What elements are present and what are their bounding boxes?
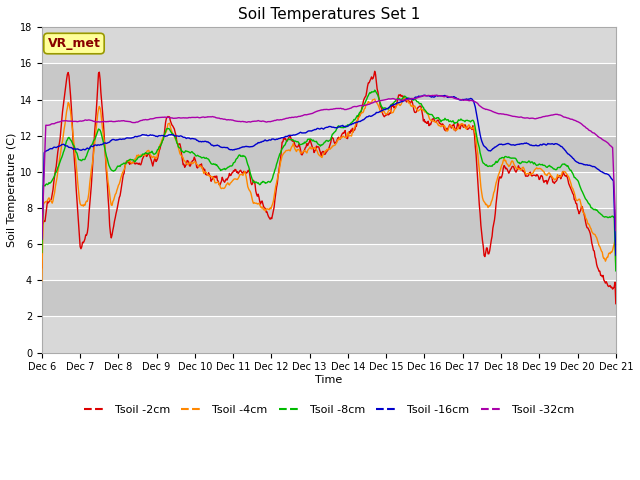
Bar <box>42 172 616 208</box>
Bar <box>42 316 616 353</box>
Text: VR_met: VR_met <box>47 37 100 50</box>
Bar <box>42 99 616 136</box>
Legend: Tsoil -2cm, Tsoil -4cm, Tsoil -8cm, Tsoil -16cm, Tsoil -32cm: Tsoil -2cm, Tsoil -4cm, Tsoil -8cm, Tsoi… <box>79 400 579 420</box>
Bar <box>42 280 616 316</box>
Bar <box>42 136 616 172</box>
X-axis label: Time: Time <box>315 375 342 385</box>
Title: Soil Temperatures Set 1: Soil Temperatures Set 1 <box>237 7 420 22</box>
Bar <box>42 208 616 244</box>
Y-axis label: Soil Temperature (C): Soil Temperature (C) <box>7 133 17 247</box>
Bar <box>42 244 616 280</box>
Bar <box>42 27 616 63</box>
Bar <box>42 63 616 99</box>
